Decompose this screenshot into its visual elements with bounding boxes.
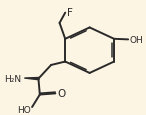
Text: OH: OH (130, 36, 143, 45)
Text: HO: HO (17, 105, 31, 114)
Text: H₂N: H₂N (4, 74, 21, 83)
Polygon shape (24, 78, 39, 80)
Text: F: F (67, 8, 73, 18)
Text: O: O (57, 89, 65, 99)
